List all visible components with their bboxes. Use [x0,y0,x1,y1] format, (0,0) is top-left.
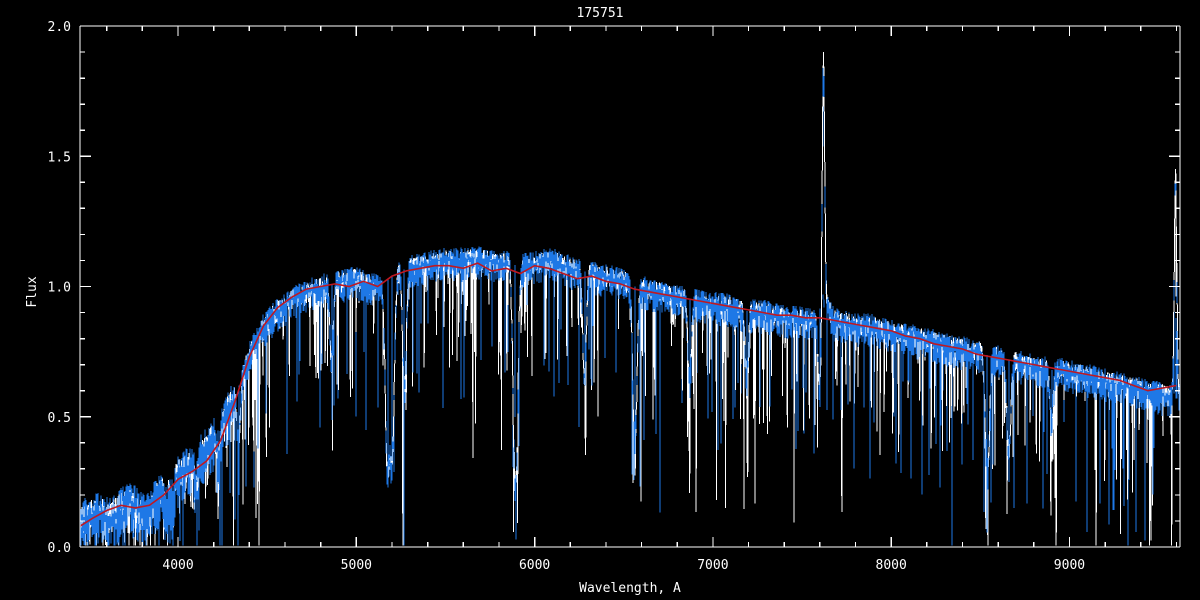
x-tick-label: 4000 [162,558,193,573]
y-axis-label: Flux [25,276,40,307]
x-axis-label: Wavelength, A [579,581,681,596]
x-tick-label: 6000 [519,558,550,573]
y-tick-label: 2.0 [48,20,71,35]
x-tick-label: 7000 [697,558,728,573]
x-tick-label: 8000 [876,558,907,573]
y-tick-label: 1.5 [48,150,71,165]
y-tick-label: 0.5 [48,411,71,426]
axes-layer: 4000 5000 6000 7000 8000 9000 0.0 0.5 1.0 1.5 2.0 [48,20,1181,573]
y-tick-label: 1.0 [48,281,71,296]
chart-title: 175751 [577,6,624,21]
x-tick-label: 9000 [1054,558,1085,573]
y-tick-label: 0.0 [48,541,71,556]
spectrum-data-layer [79,51,1181,546]
x-tick-label: 5000 [341,558,372,573]
